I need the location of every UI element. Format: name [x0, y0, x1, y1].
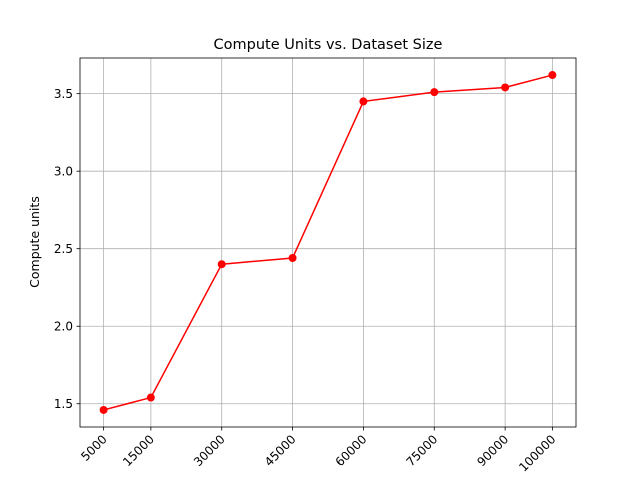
data-point	[288, 254, 297, 263]
data-point	[359, 97, 368, 106]
y-tick-label: 3.5	[54, 87, 73, 101]
y-axis-label: Compute units	[27, 196, 42, 288]
y-tick-label: 1.5	[54, 397, 73, 411]
chart-title: Compute Units vs. Dataset Size	[214, 37, 443, 53]
y-tick-label: 3.0	[54, 165, 73, 179]
data-point	[430, 88, 439, 97]
x-tick-label: 75000	[404, 432, 441, 469]
x-tick-label: 100000	[516, 432, 558, 474]
series-layer	[99, 71, 557, 414]
y-tick-label: 2.0	[54, 320, 73, 334]
data-point	[99, 405, 108, 414]
axes: 5000 15000 30000 45000 60000 75000 90000 100000…	[54, 57, 577, 475]
data-point	[548, 71, 557, 80]
x-tick-label: 5000	[78, 432, 109, 463]
x-tick-label: 15000	[120, 432, 157, 469]
data-point	[501, 83, 510, 92]
series-line	[103, 74, 553, 411]
grid	[80, 58, 576, 427]
x-tick-label: 90000	[474, 432, 511, 469]
plot-frame	[79, 57, 577, 428]
x-tick-label: 60000	[333, 432, 370, 469]
y-tick-label: 2.5	[54, 242, 73, 256]
x-tick-label: 45000	[262, 432, 299, 469]
data-point	[146, 393, 155, 402]
data-point	[217, 260, 226, 269]
x-tick-label: 30000	[191, 432, 228, 469]
